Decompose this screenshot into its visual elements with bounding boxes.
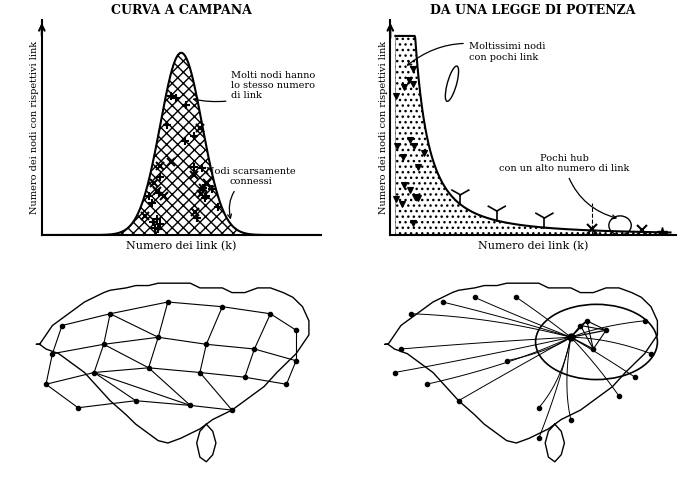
- X-axis label: Numero dei link (k): Numero dei link (k): [126, 240, 236, 251]
- Text: Molti nodi hanno
lo stesso numero
di link: Molti nodi hanno lo stesso numero di lin…: [194, 70, 316, 102]
- Title: CURVA A CAMPANA: CURVA A CAMPANA: [111, 4, 252, 18]
- Text: Moltissimi nodi
con pochi link: Moltissimi nodi con pochi link: [408, 42, 545, 65]
- Text: Nodi scarsamente
connessi: Nodi scarsamente connessi: [206, 167, 296, 218]
- Title: DISTRIBUZIONE REGOLATA
DA UNA LEGGE DI POTENZA: DISTRIBUZIONE REGOLATA DA UNA LEGGE DI P…: [431, 0, 636, 18]
- X-axis label: Numero dei link (k): Numero dei link (k): [478, 240, 588, 251]
- Text: Pochi hub
con un alto numero di link: Pochi hub con un alto numero di link: [499, 154, 629, 219]
- Y-axis label: Numero dei nodi con rispettivi link: Numero dei nodi con rispettivi link: [378, 41, 388, 214]
- Y-axis label: Numero dei nodi con rispettivi link: Numero dei nodi con rispettivi link: [30, 41, 39, 214]
